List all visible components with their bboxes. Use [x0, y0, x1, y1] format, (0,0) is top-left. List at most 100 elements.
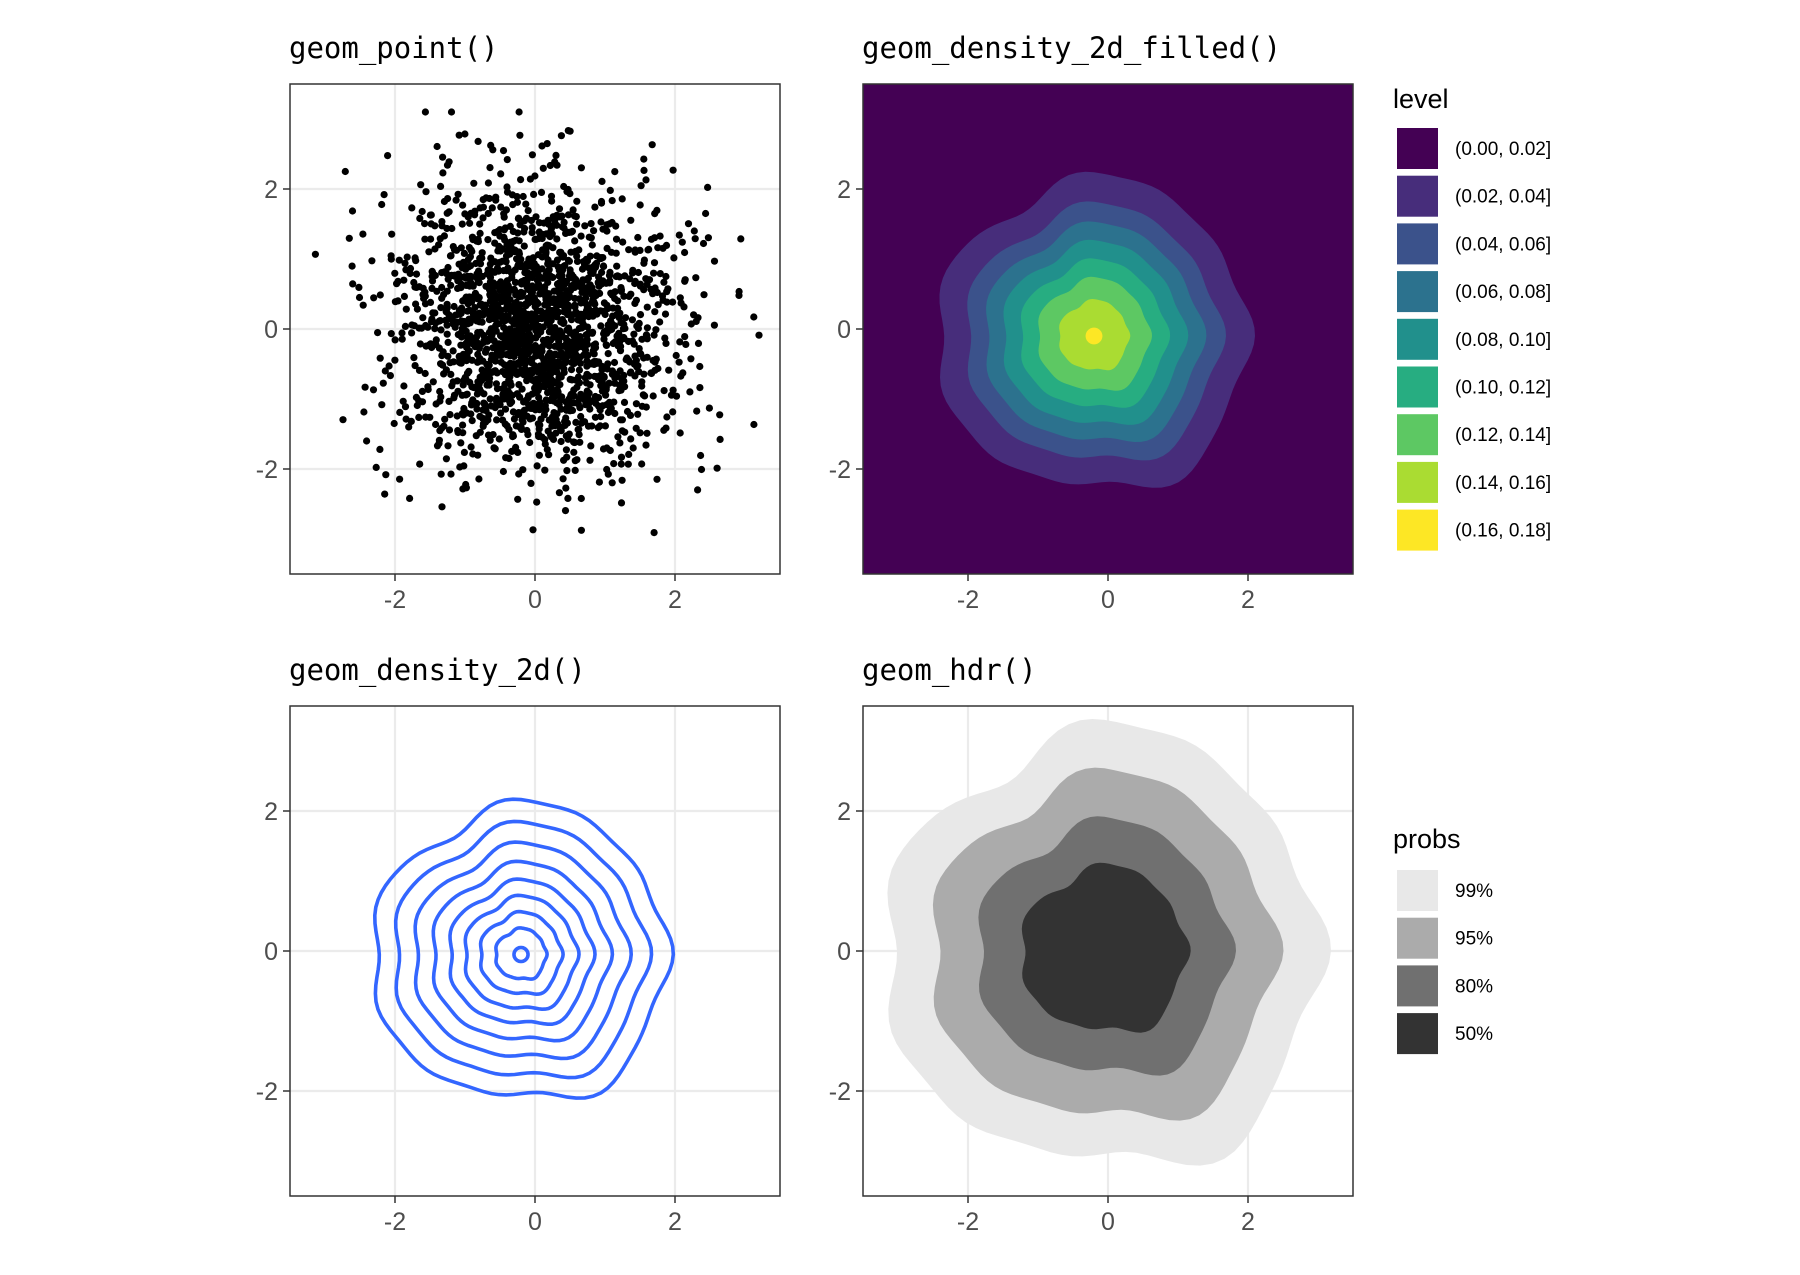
scatter-point	[571, 237, 579, 245]
scatter-point	[546, 361, 555, 369]
scatter-point	[583, 303, 592, 311]
contour-line	[478, 909, 565, 997]
scatter-point	[672, 351, 680, 360]
scatter-point	[562, 334, 570, 342]
scatter-point	[462, 281, 470, 289]
scatter-point	[544, 278, 552, 286]
scatter-point	[459, 353, 467, 361]
scatter-point	[444, 352, 452, 360]
scatter-point	[587, 442, 595, 450]
legend-key	[1397, 223, 1438, 265]
scatter-point	[660, 387, 668, 395]
scatter-point	[595, 273, 603, 281]
scatter-point	[411, 362, 419, 370]
scatter-point	[583, 351, 591, 359]
scatter-point	[552, 429, 560, 437]
scatter-point	[598, 177, 606, 185]
scatter-point	[617, 460, 625, 468]
scatter-point	[536, 421, 544, 429]
scatter-point	[479, 214, 487, 222]
scatter-point	[600, 262, 608, 271]
scatter-point	[512, 338, 520, 346]
scatter-point	[508, 361, 516, 369]
scatter-point	[750, 313, 758, 321]
scatter-point	[607, 317, 615, 325]
scatter-point	[603, 227, 611, 235]
scatter-point	[468, 417, 476, 425]
scatter-point	[474, 350, 482, 358]
scatter-point	[750, 420, 758, 429]
scatter-point	[428, 272, 436, 280]
scatter-point	[523, 426, 531, 435]
scatter-point	[564, 350, 572, 358]
scatter-point	[546, 336, 554, 344]
scatter-point	[476, 229, 484, 237]
scatter-point	[547, 227, 555, 235]
scatter-point	[537, 307, 545, 315]
scatter-point	[640, 256, 649, 264]
legend-key	[1397, 965, 1438, 1007]
scatter-point	[447, 470, 455, 478]
scatter-point	[560, 318, 568, 326]
scatter-point	[478, 254, 486, 262]
scatter-point	[553, 313, 561, 321]
scatter-point	[438, 503, 446, 511]
scatter-point	[459, 421, 467, 429]
scatter-point	[462, 265, 470, 273]
scatter-point	[489, 146, 497, 154]
scatter-point	[438, 294, 446, 302]
scatter-point	[634, 324, 643, 332]
scatter-point	[543, 377, 551, 385]
scatter-point	[355, 283, 363, 291]
scatter-point	[561, 294, 569, 302]
scatter-point	[436, 397, 444, 405]
scatter-point	[524, 334, 532, 342]
scatter-point	[421, 235, 429, 243]
y-tick-label: 2	[264, 798, 278, 826]
scatter-point	[477, 340, 485, 348]
axis-ticks: -2 0 2 -2 0 2	[829, 798, 1255, 1236]
scatter-point	[533, 368, 541, 376]
scatter-point	[394, 297, 402, 305]
scatter-point	[620, 377, 628, 385]
y-tick-label: 0	[837, 316, 851, 344]
scatter-point	[571, 212, 579, 220]
scatter-point	[433, 442, 442, 450]
scatter-point	[588, 422, 596, 430]
scatter-point	[650, 269, 658, 277]
scatter-point	[659, 244, 667, 252]
x-tick-label: 2	[668, 586, 682, 614]
scatter-point	[573, 220, 581, 228]
scatter-point	[401, 322, 409, 330]
scatter-point	[561, 507, 570, 515]
scatter-point	[455, 131, 463, 139]
scatter-point	[533, 498, 541, 506]
legend-key	[1397, 271, 1438, 313]
scatter-point	[429, 309, 437, 317]
scatter-point	[496, 258, 504, 266]
scatter-point	[541, 406, 549, 414]
scatter-point	[642, 441, 650, 449]
scatter-point	[380, 191, 388, 199]
scatter-point	[645, 245, 653, 253]
scatter-point	[652, 355, 660, 363]
scatter-point	[403, 253, 411, 261]
scatter-point	[437, 304, 445, 312]
scatter-point	[520, 217, 528, 225]
scatter-point	[547, 316, 555, 324]
scatter-point	[460, 249, 468, 257]
scatter-point	[571, 294, 579, 303]
scatter-point	[580, 418, 589, 426]
scatter-point	[611, 168, 619, 176]
scatter-point	[546, 161, 554, 170]
scatter-point	[553, 235, 561, 243]
scatter-point	[501, 420, 509, 428]
scatter-point	[528, 224, 536, 232]
scatter-point	[444, 338, 452, 346]
scatter-point	[400, 276, 408, 284]
scatter-point	[339, 416, 347, 424]
scatter-point	[625, 292, 633, 300]
scatter-point	[613, 332, 621, 340]
scatter-point	[696, 384, 704, 392]
